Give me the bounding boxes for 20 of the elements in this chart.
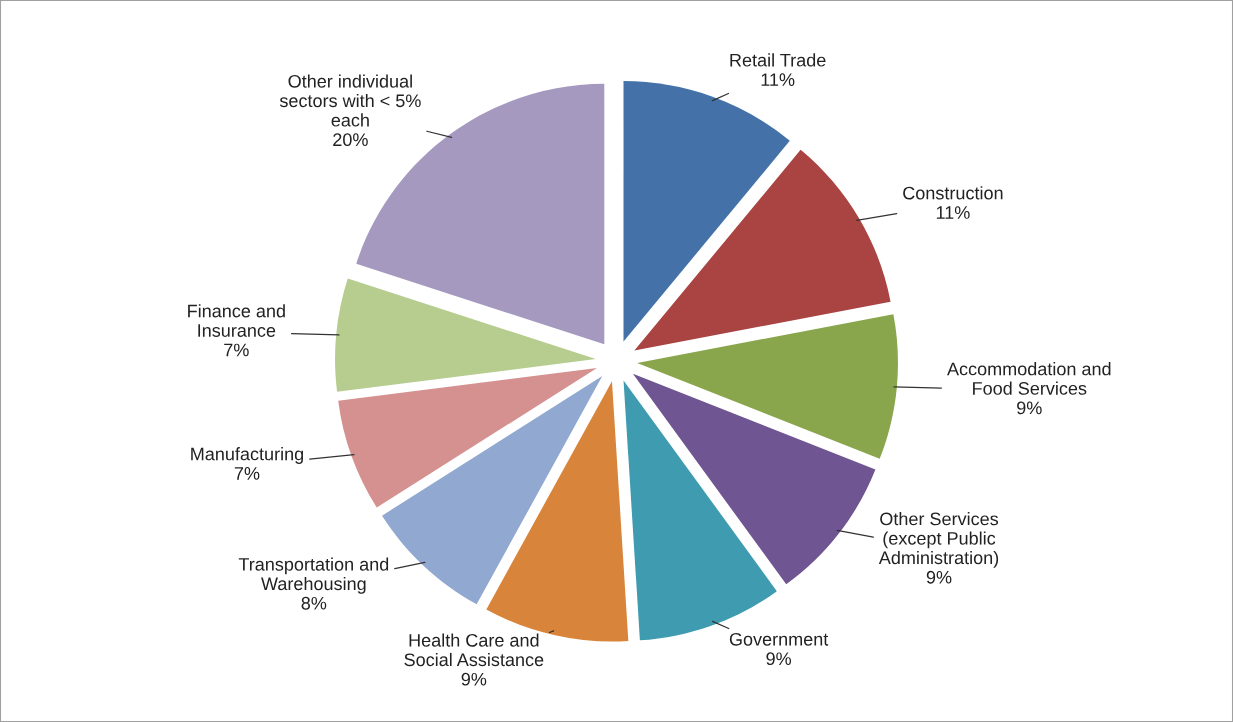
slice-label: Finance and Insurance [188, 304, 285, 337]
data-label: 9% [461, 672, 487, 686]
slice-label: Accommodation and Food Services [947, 362, 1111, 395]
data-label: 11% [936, 206, 970, 219]
slice-label: Other individual sectors with < 5% each [279, 74, 421, 127]
slice-label: Other Services (except Public Administration) [878, 512, 999, 568]
data-label: 9% [766, 652, 792, 666]
data-label: 7% [234, 467, 260, 480]
slice-label: Manufacturing [191, 447, 304, 464]
slice-label: Transportation and Warehousing [238, 557, 389, 594]
slice-label: Health Care and Social Assistance [404, 633, 544, 667]
data-label: 7% [224, 343, 249, 357]
slice-label: Construction [903, 186, 1003, 200]
data-label: 8% [301, 596, 327, 610]
slice-label: Government [729, 632, 829, 646]
data-label: 11% [761, 73, 795, 86]
data-label: 9% [926, 570, 952, 584]
data-label: 20% [333, 133, 368, 147]
slice-label: Retail Trade [730, 53, 826, 67]
data-label: 9% [1017, 401, 1042, 415]
